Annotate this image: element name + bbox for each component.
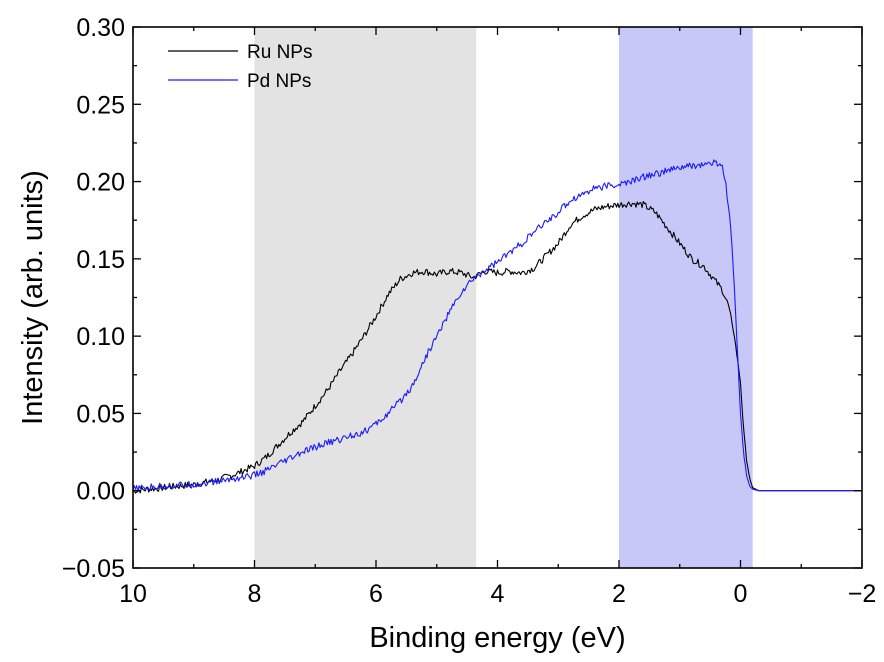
x-axis-label: Binding energy (eV) (369, 622, 625, 654)
shaded-regions (254, 27, 753, 568)
y-tick-label: −0.05 (62, 555, 125, 583)
y-tick-label: 0.10 (76, 323, 125, 351)
legend-label: Ru NPs (247, 42, 312, 63)
series-line-2 (132, 159, 862, 493)
y-tick-label: 0.15 (76, 246, 125, 274)
shaded-region-1 (254, 27, 477, 568)
legend: Ru NPs Pd NPs (168, 42, 312, 92)
y-tick-label: 0.25 (76, 91, 125, 119)
axis-ticks (132, 26, 863, 569)
y-tick-label: 0.20 (76, 169, 125, 197)
x-tick-label: 2 (612, 580, 626, 608)
y-axis-label: Intensity (arb. units) (17, 170, 49, 425)
x-tick-labels: 10 8 6 4 2 0 −2 (119, 580, 876, 608)
y-tick-label: 0.30 (76, 14, 125, 42)
y-tick-labels: −0.05 0.00 0.05 0.10 0.15 0.20 0.25 0.30 (62, 14, 125, 583)
x-tick-label: 6 (369, 580, 383, 608)
x-tick-label: 0 (734, 580, 748, 608)
legend-label: Pd NPs (247, 71, 311, 92)
y-tick-label: 0.05 (76, 400, 125, 428)
y-tick-label: 0.00 (76, 478, 125, 506)
x-tick-label: 10 (119, 580, 147, 608)
x-tick-label: 4 (491, 580, 505, 608)
shaded-region-2 (619, 27, 753, 568)
x-tick-label: −2 (848, 580, 877, 608)
series-line-1 (132, 200, 862, 494)
series-lines (132, 159, 862, 494)
x-tick-label: 8 (248, 580, 262, 608)
